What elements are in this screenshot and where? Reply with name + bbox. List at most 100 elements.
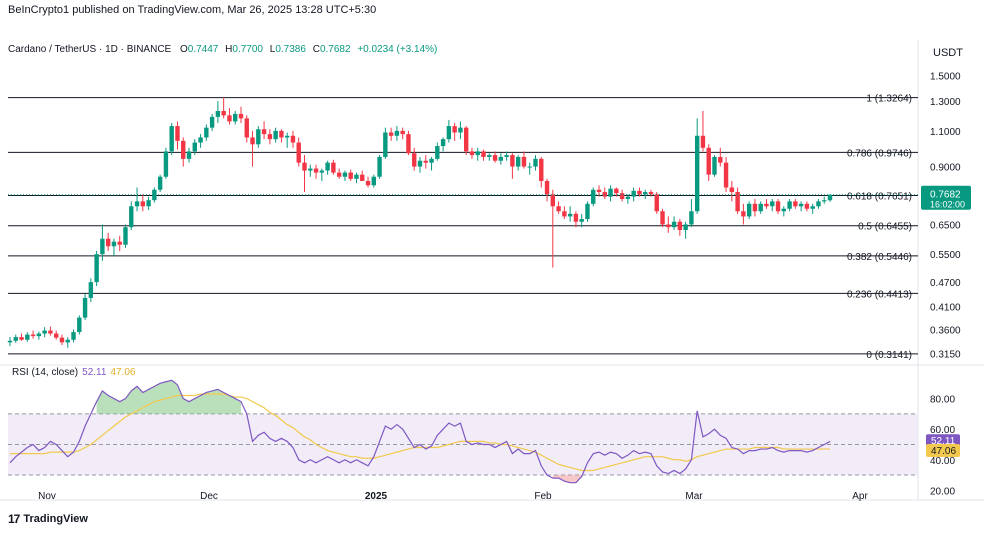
rsi-ma-line [10,393,830,472]
candle-body [383,132,388,157]
candle-body [735,192,740,212]
symbol-header: Cardano / TetherUS · 1D · BINANCE O0.744… [8,44,437,55]
fib-level-label: 0.786 (0.9746) [847,148,912,159]
candle-body [36,333,42,337]
candle-body [752,203,758,212]
countdown-value: 16:02:00 [930,200,965,210]
candle-body [758,203,763,212]
publisher-line: BeInCrypto1 published on TradingView.com… [8,4,377,16]
rsi-title: RSI (14, close) [12,367,79,378]
candle-body [544,180,550,195]
candle-body [342,172,348,177]
candle-body [313,168,319,173]
candle-body [221,110,226,116]
candle-body [146,200,151,207]
candle-body [42,330,47,334]
candle-body [279,130,284,138]
price-tick-label: 0.6500 [930,220,961,231]
candle-body [619,193,625,199]
candle-body [677,221,683,231]
candle-body [827,194,833,201]
candle-body [608,188,613,197]
tradingview-brand[interactable]: 17 TradingView [8,512,88,526]
candle-body [804,203,810,209]
candle-body [718,156,723,163]
candle-body [694,135,700,212]
candle-body [267,134,273,140]
candle-body [654,194,659,212]
price-tick-label: 1.3000 [930,97,961,108]
price-tick-label: 0.5500 [930,250,961,261]
candle-body [233,113,238,122]
candle-body [325,162,330,171]
candle-body [129,206,134,228]
candle-body [822,200,827,202]
candle-body [435,146,440,159]
tradingview-logo-icon: 17 [8,512,20,526]
candle-body [82,297,88,318]
candle-body [336,172,342,177]
candle-body [394,130,400,136]
candle-body [510,155,515,167]
candle-body [463,127,469,152]
last-price-badge [921,185,971,210]
price-tick-label: 0.4100 [930,302,961,313]
price-tick-label: 0.3600 [930,326,961,337]
candle-body [302,162,307,171]
candle-body [446,126,452,140]
candle-body [596,189,602,193]
low-label: L [269,44,276,55]
last-price-value: 0.7682 [930,190,961,201]
fib-level-label: 0 (0.3141) [866,350,912,361]
candle-body [157,176,163,190]
candle-body [308,168,313,171]
rsi-tick-label: 80.00 [930,395,955,406]
candle-body [579,219,584,222]
open-label: O [180,44,188,55]
brand-name: TradingView [23,513,88,525]
candle-body [400,130,405,135]
candle-body [186,151,192,159]
candle-body [648,192,654,195]
candle-body [591,189,596,204]
high-value: 0.7700 [232,44,263,55]
candle-body [775,201,781,212]
candle-body [556,206,561,212]
price-tick-label: 0.9000 [930,163,961,174]
candle-body [284,135,290,138]
candle-body [527,166,532,168]
candle-body [585,203,590,220]
fib-level-label: 0.618 (0.7651) [847,191,912,202]
candle-body [100,238,105,255]
candle-body [793,201,798,207]
candle-body [562,211,567,217]
candle-body [417,160,423,167]
candle-body [111,241,117,247]
close-label: C [312,44,320,55]
candle-body [192,142,197,152]
candle-body [348,172,353,179]
candle-body [209,116,215,128]
candle-body [781,208,787,212]
rsi-ma-text: 47.06 [931,446,956,457]
candle-body [625,196,631,199]
candle-body [458,127,463,133]
candle-body [729,187,735,193]
candle-body [631,190,636,197]
candle-body [481,151,486,157]
candle-body [261,129,267,135]
candle-body [666,224,671,228]
candle-body [105,238,111,247]
close-value: 0.7682 [319,44,351,55]
candle-body [746,203,752,217]
candle-body [7,340,13,343]
rsi-tick-label: 60.00 [930,425,955,436]
candle-body [365,180,371,186]
price-tick-label: 1.1000 [930,127,961,138]
price-tick-label: 0.4700 [930,278,961,289]
candle-body [810,206,815,209]
candle-body [215,110,221,117]
time-tick-label: Apr [852,491,868,502]
candle-body [256,129,261,145]
